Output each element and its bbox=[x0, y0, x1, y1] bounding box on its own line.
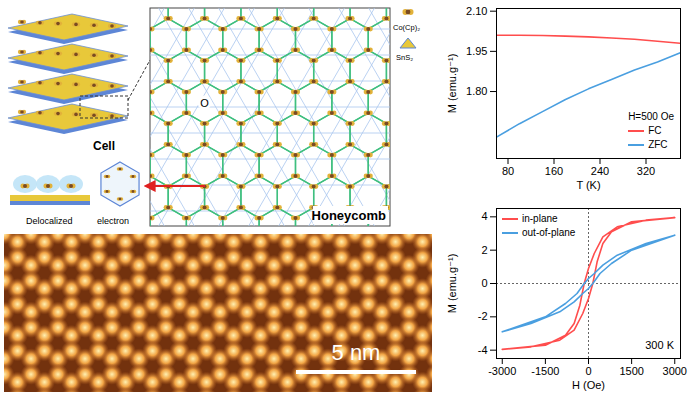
svg-text:SnS₂: SnS₂ bbox=[396, 53, 413, 62]
html-text:H=500 Oe: H=500 Oe bbox=[628, 111, 674, 122]
svg-text:-4: -4 bbox=[478, 344, 488, 356]
html-text:300 K: 300 K bbox=[645, 339, 674, 351]
svg-text:-2: -2 bbox=[478, 310, 488, 322]
svg-text:electron: electron bbox=[97, 216, 129, 226]
html-text:ZFC: ZFC bbox=[648, 139, 668, 150]
svg-text:-3000: -3000 bbox=[488, 365, 516, 377]
svg-text:Cell: Cell bbox=[93, 139, 115, 153]
svg-text:M (emu.g⁻¹): M (emu.g⁻¹) bbox=[446, 54, 458, 114]
svg-text:160: 160 bbox=[545, 165, 563, 177]
svg-text:240: 240 bbox=[591, 165, 609, 177]
svg-text:T (K): T (K) bbox=[576, 179, 600, 191]
svg-text:1500: 1500 bbox=[619, 365, 643, 377]
html-text:out-of-plane: out-of-plane bbox=[522, 227, 576, 238]
svg-text:3000: 3000 bbox=[663, 365, 687, 377]
svg-text:2: 2 bbox=[481, 244, 487, 256]
html-text:FC: FC bbox=[648, 125, 662, 136]
svg-text:Honeycomb: Honeycomb bbox=[312, 208, 386, 223]
svg-text:2.10: 2.10 bbox=[466, 5, 487, 17]
svg-text:Co(Cp)₂: Co(Cp)₂ bbox=[393, 23, 420, 32]
svg-text:H (Oe): H (Oe) bbox=[572, 379, 605, 391]
svg-text:M (emu.g⁻¹): M (emu.g⁻¹) bbox=[446, 254, 458, 314]
svg-text:5 nm: 5 nm bbox=[332, 340, 381, 365]
svg-text:4: 4 bbox=[481, 210, 487, 222]
svg-text:80: 80 bbox=[502, 165, 514, 177]
svg-text:-1500: -1500 bbox=[531, 365, 559, 377]
svg-text:0: 0 bbox=[481, 277, 487, 289]
svg-text:0: 0 bbox=[585, 365, 591, 377]
html-text:in-plane: in-plane bbox=[522, 213, 558, 224]
svg-text:O: O bbox=[200, 97, 209, 109]
svg-text:1.95: 1.95 bbox=[466, 45, 487, 57]
svg-text:Delocalized: Delocalized bbox=[26, 216, 73, 226]
svg-text:320: 320 bbox=[637, 165, 655, 177]
svg-text:1.80: 1.80 bbox=[466, 85, 487, 97]
